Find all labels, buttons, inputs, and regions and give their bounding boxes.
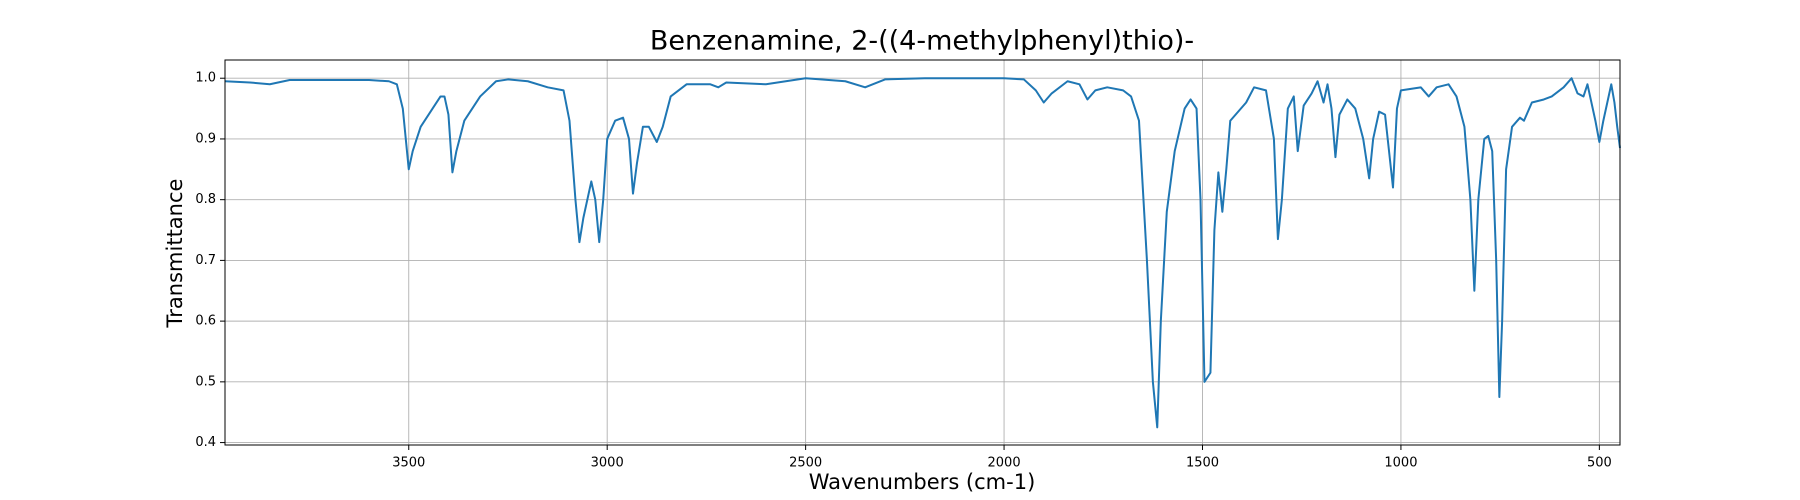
y-tick-label: 1.0: [195, 71, 216, 86]
y-tick-label: 0.8: [195, 192, 216, 207]
y-tick-label: 0.9: [195, 131, 216, 146]
x-tick-label: 2000: [988, 456, 1021, 471]
y-tick-label: 0.4: [195, 435, 216, 450]
y-tick-label: 0.7: [195, 253, 216, 268]
chart-title: Benzenamine, 2-((4-methylphenyl)thio)-: [650, 26, 1194, 57]
plot-frame: [224, 59, 1621, 446]
x-tick-label: 2500: [789, 456, 822, 471]
spectrum-line: [224, 77, 1621, 429]
y-tick-label: 0.5: [195, 374, 216, 389]
x-tick-label: 1000: [1384, 456, 1417, 471]
x-axis-label: Wavenumbers (cm-1): [809, 470, 1036, 494]
x-tick-label: 500: [1587, 456, 1612, 471]
y-tick-label: 0.6: [195, 314, 216, 329]
x-tick-label: 3000: [591, 456, 624, 471]
x-tick-label: 3500: [392, 456, 425, 471]
x-tick-label: 1500: [1186, 456, 1219, 471]
y-axis-label: Transmittance: [163, 179, 187, 329]
